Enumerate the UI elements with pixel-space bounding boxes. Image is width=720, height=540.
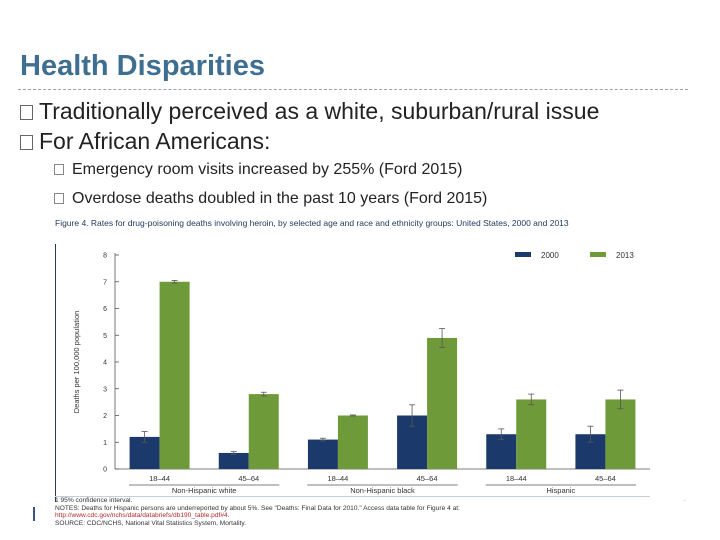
sub-bullet-text: Emergency room visits increased by 255% … xyxy=(72,161,463,178)
figure-note-link[interactable]: http://www.cdc.gov/nchs/data/databriefs/… xyxy=(55,512,230,520)
bullet-text: Traditionally perceived as a white, subu… xyxy=(39,98,600,124)
figure-bottom-rule xyxy=(55,496,650,497)
bar-chart: 0 1 2 3 4 5 6 7 8 Deaths per 100,000 population 20… xyxy=(72,251,650,495)
group-label: Non-Hispanic white xyxy=(172,486,237,495)
bullet-item: For African Americans: xyxy=(20,128,270,155)
figure-title: Figure 4. Rates for drug-poisoning death… xyxy=(55,218,569,228)
y-tick-label: 2 xyxy=(103,413,107,420)
legend-swatch xyxy=(590,252,606,257)
y-tick-label: 3 xyxy=(103,386,107,393)
bullet-item: Traditionally perceived as a white, subu… xyxy=(20,98,599,125)
category-label: 18–44 xyxy=(149,474,170,483)
figure-left-rule xyxy=(55,244,56,502)
category-label: 18–44 xyxy=(506,474,527,483)
figure-notes: 1 95% confidence interval. NOTES: Deaths… xyxy=(55,497,690,527)
bar xyxy=(248,394,279,469)
sub-bullet-item: Emergency room visits increased by 255% … xyxy=(54,161,462,179)
y-tick-label: 7 xyxy=(103,279,107,286)
figure-note: NOTES: Deaths for Hispanic persons are u… xyxy=(55,504,460,512)
slide-margin-mark xyxy=(33,507,35,521)
bar xyxy=(337,415,368,469)
checkbox-bullet-icon xyxy=(54,164,64,175)
bar xyxy=(427,337,458,469)
y-tick-label: 1 xyxy=(103,440,107,447)
y-tick-label: 8 xyxy=(103,253,107,260)
legend-label: 2000 xyxy=(541,251,559,260)
slide-title: Health Disparities xyxy=(20,50,265,82)
sub-bullet-item: Overdose deaths doubled in the past 10 y… xyxy=(54,190,487,208)
bar xyxy=(307,439,338,469)
title-divider xyxy=(18,89,688,90)
bar xyxy=(486,434,517,469)
slide-dot: . xyxy=(684,497,686,503)
y-tick-label: 5 xyxy=(103,333,107,340)
checkbox-bullet-icon xyxy=(54,193,64,204)
checkbox-bullet-icon xyxy=(20,135,33,150)
bar xyxy=(218,452,249,469)
y-tick-label: 6 xyxy=(103,306,107,313)
bar xyxy=(159,281,190,469)
y-tick-label: 4 xyxy=(103,360,107,367)
bullet-text: For African Americans: xyxy=(39,128,271,154)
group-label: Hispanic xyxy=(546,486,575,495)
legend-label: 2013 xyxy=(616,251,634,260)
category-label: 18–44 xyxy=(327,474,348,483)
category-label: 45–64 xyxy=(238,474,259,483)
legend-swatch xyxy=(515,252,531,257)
category-label: 45–64 xyxy=(417,474,438,483)
y-axis-title: Deaths per 100,000 population xyxy=(72,311,81,414)
figure-note: SOURCE: CDC/NCHS, National Vital Statist… xyxy=(55,519,247,527)
group-label: Non-Hispanic black xyxy=(350,486,415,495)
sub-bullet-text: Overdose deaths doubled in the past 10 y… xyxy=(72,190,488,207)
category-label: 45–64 xyxy=(595,474,616,483)
checkbox-bullet-icon xyxy=(20,105,33,120)
bar xyxy=(516,399,547,469)
bar xyxy=(605,399,636,469)
figure-note: 1 95% confidence interval. xyxy=(55,497,133,504)
y-tick-label: 0 xyxy=(103,467,107,474)
figure: Figure 4. Rates for drug-poisoning death… xyxy=(55,218,690,536)
